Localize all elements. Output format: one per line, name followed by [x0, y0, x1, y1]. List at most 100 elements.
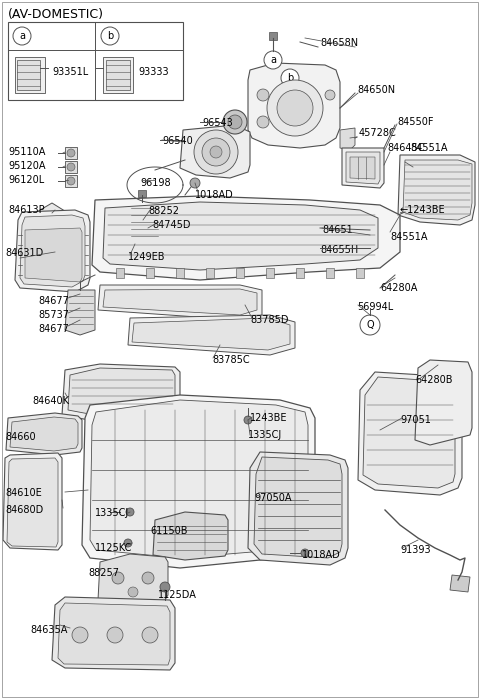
- Circle shape: [67, 177, 75, 185]
- Circle shape: [112, 572, 124, 584]
- Polygon shape: [128, 315, 295, 355]
- Text: 97050A: 97050A: [254, 493, 291, 503]
- Text: 96120L: 96120L: [8, 175, 44, 185]
- Text: 84650N: 84650N: [357, 85, 395, 95]
- Circle shape: [264, 51, 282, 69]
- Circle shape: [360, 315, 380, 335]
- Polygon shape: [326, 268, 334, 278]
- Polygon shape: [35, 203, 68, 223]
- Polygon shape: [206, 268, 214, 278]
- Text: 64280A: 64280A: [380, 283, 418, 293]
- Polygon shape: [106, 60, 130, 90]
- Circle shape: [142, 572, 154, 584]
- Text: a: a: [19, 31, 25, 41]
- Polygon shape: [116, 268, 124, 278]
- Circle shape: [257, 116, 269, 128]
- Circle shape: [126, 508, 134, 516]
- Polygon shape: [363, 377, 455, 488]
- Text: 56994L: 56994L: [357, 302, 393, 312]
- Text: 45728C: 45728C: [359, 128, 397, 138]
- Bar: [65, 175, 77, 187]
- Text: 84655H: 84655H: [320, 245, 358, 255]
- Polygon shape: [248, 63, 340, 148]
- Text: 84551A: 84551A: [410, 143, 447, 153]
- Text: 1018AD: 1018AD: [302, 550, 341, 560]
- Polygon shape: [153, 512, 228, 560]
- Text: 96543: 96543: [202, 118, 233, 128]
- Polygon shape: [342, 148, 384, 188]
- Polygon shape: [346, 152, 380, 184]
- Text: 1335CJ: 1335CJ: [248, 430, 282, 440]
- Circle shape: [267, 80, 323, 136]
- Polygon shape: [103, 202, 378, 270]
- Text: 95120A: 95120A: [8, 161, 46, 171]
- Circle shape: [67, 163, 75, 171]
- Polygon shape: [350, 157, 375, 179]
- Polygon shape: [20, 215, 85, 287]
- Text: 84610E: 84610E: [5, 488, 42, 498]
- Polygon shape: [62, 364, 180, 422]
- Polygon shape: [98, 554, 168, 605]
- Polygon shape: [82, 395, 315, 568]
- Polygon shape: [98, 285, 262, 320]
- Text: 1335CJ: 1335CJ: [95, 508, 129, 518]
- Text: 84635A: 84635A: [30, 625, 67, 635]
- Polygon shape: [128, 202, 160, 244]
- Circle shape: [325, 90, 335, 100]
- Text: 1018AD: 1018AD: [195, 190, 234, 200]
- Bar: [8, 22, 183, 100]
- Text: 84677: 84677: [38, 324, 69, 334]
- Text: 84658N: 84658N: [320, 38, 358, 48]
- Text: 88257: 88257: [88, 568, 119, 578]
- Text: 1243BE: 1243BE: [250, 413, 288, 423]
- Polygon shape: [358, 372, 462, 495]
- Text: 83785D: 83785D: [250, 315, 288, 325]
- Circle shape: [101, 27, 119, 45]
- Circle shape: [281, 69, 299, 87]
- Polygon shape: [146, 268, 154, 278]
- Polygon shape: [176, 268, 184, 278]
- Circle shape: [228, 115, 242, 129]
- Polygon shape: [15, 57, 45, 93]
- Text: 84613P: 84613P: [8, 205, 45, 215]
- Text: 84680D: 84680D: [5, 505, 43, 515]
- Polygon shape: [6, 413, 82, 455]
- Polygon shape: [296, 268, 304, 278]
- Circle shape: [124, 539, 132, 547]
- Polygon shape: [7, 458, 58, 547]
- Polygon shape: [17, 60, 40, 90]
- Polygon shape: [254, 457, 342, 558]
- Polygon shape: [58, 603, 170, 665]
- Text: 84645C: 84645C: [387, 143, 424, 153]
- Text: 84677: 84677: [38, 296, 69, 306]
- Polygon shape: [340, 128, 355, 150]
- Text: 97051: 97051: [400, 415, 431, 425]
- Bar: [65, 147, 77, 159]
- Polygon shape: [52, 597, 175, 670]
- Circle shape: [301, 549, 309, 557]
- Polygon shape: [3, 453, 62, 550]
- Text: Q: Q: [366, 320, 374, 330]
- Text: 95110A: 95110A: [8, 147, 46, 157]
- Text: 64280B: 64280B: [415, 375, 453, 385]
- Text: 61150B: 61150B: [150, 526, 188, 536]
- Text: b: b: [107, 31, 113, 41]
- Circle shape: [160, 582, 170, 592]
- Circle shape: [142, 627, 158, 643]
- Text: 84550F: 84550F: [397, 117, 433, 127]
- Polygon shape: [103, 289, 257, 315]
- Text: 84640K: 84640K: [32, 396, 69, 406]
- Text: 84651: 84651: [322, 225, 353, 235]
- Text: 84745D: 84745D: [152, 220, 191, 230]
- Circle shape: [202, 138, 230, 166]
- Circle shape: [194, 130, 238, 174]
- Circle shape: [190, 178, 200, 188]
- Polygon shape: [10, 417, 78, 451]
- Text: 84631D: 84631D: [5, 248, 43, 258]
- Text: 91393: 91393: [400, 545, 431, 555]
- Text: (AV-DOMESTIC): (AV-DOMESTIC): [8, 8, 104, 21]
- Text: 1125KC: 1125KC: [95, 543, 132, 553]
- Polygon shape: [356, 268, 364, 278]
- Text: 83785C: 83785C: [212, 355, 250, 365]
- Polygon shape: [68, 368, 175, 416]
